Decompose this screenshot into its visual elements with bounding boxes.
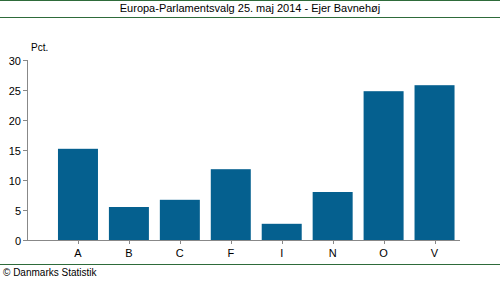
y-tick-label: 5 <box>15 205 21 217</box>
y-tick <box>23 120 27 121</box>
bar <box>313 192 353 240</box>
y-tick-label: 10 <box>9 175 21 187</box>
chart: Europa-Parlamentsvalg 25. maj 2014 - Eje… <box>0 0 500 282</box>
x-tick-label: V <box>431 247 439 259</box>
bars <box>58 85 455 240</box>
x-tick <box>231 240 232 244</box>
x-tick-label: C <box>176 247 184 259</box>
chart-root: Europa-Parlamentsvalg 25. maj 2014 - Eje… <box>0 0 500 282</box>
x-tick <box>129 240 130 244</box>
y-axis-label: Pct. <box>31 42 48 53</box>
x-tick-label: I <box>280 247 283 259</box>
frame-top <box>0 0 500 1</box>
y-tick <box>23 240 27 241</box>
title-rule <box>0 17 500 18</box>
footer-rule <box>0 264 500 265</box>
y-tick <box>23 180 27 181</box>
bar <box>364 91 404 240</box>
x-tick <box>384 240 385 244</box>
y-tick <box>23 210 27 211</box>
y-tick <box>23 150 27 151</box>
bar <box>262 224 302 240</box>
x-tick-label: N <box>329 247 337 259</box>
x-tick-label: F <box>227 247 234 259</box>
x-tick-label: A <box>74 247 82 259</box>
x-tick <box>78 240 79 244</box>
source: © Danmarks Statistik <box>3 267 98 278</box>
y-tick-label: 30 <box>9 55 21 67</box>
x-tick <box>333 240 334 244</box>
x-tick <box>180 240 181 244</box>
y-tick-label: 0 <box>15 235 21 247</box>
bar <box>58 149 98 240</box>
x-tick <box>435 240 436 244</box>
x-tick-label: O <box>379 247 388 259</box>
bar <box>415 85 455 240</box>
y-tick <box>23 90 27 91</box>
y-tick-label: 20 <box>9 115 21 127</box>
bar <box>109 207 149 240</box>
bar <box>211 169 251 240</box>
y-tick-label: 25 <box>9 85 21 97</box>
x-axis <box>27 240 460 241</box>
y-axis <box>27 60 28 240</box>
bar <box>160 200 200 240</box>
x-tick <box>282 240 283 244</box>
y-tick <box>23 60 27 61</box>
x-tick-label: B <box>125 247 132 259</box>
title: Europa-Parlamentsvalg 25. maj 2014 - Eje… <box>120 2 380 14</box>
y-tick-label: 15 <box>9 145 21 157</box>
